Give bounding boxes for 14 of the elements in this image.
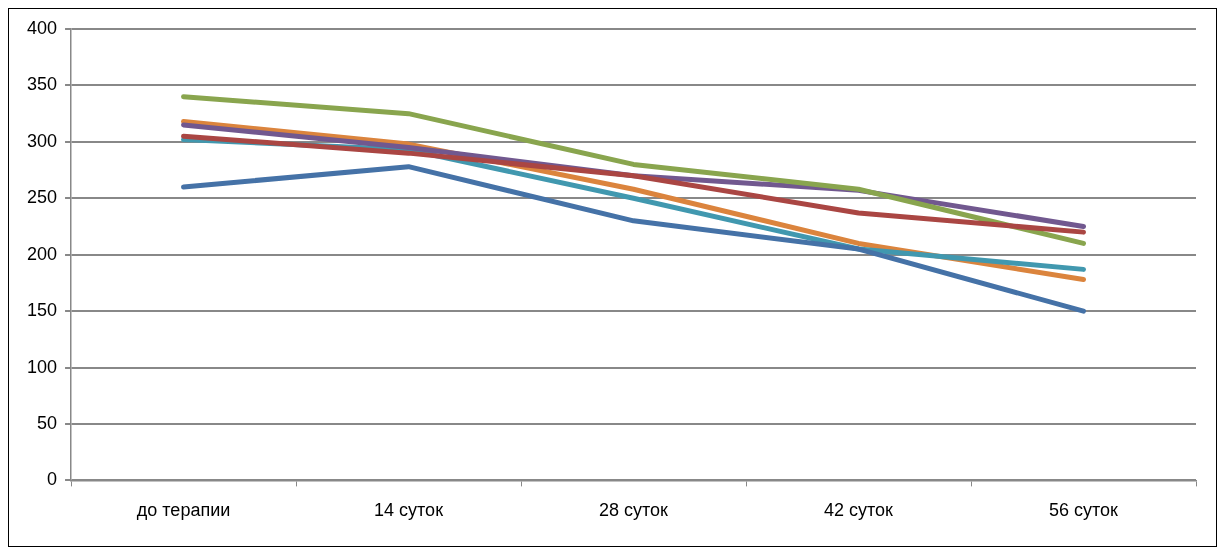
y-tick-label: 250 bbox=[26, 187, 58, 208]
x-tick-label: 14 суток bbox=[374, 500, 444, 521]
x-tick-label: до терапии bbox=[136, 500, 231, 521]
y-tick-label: 50 bbox=[37, 412, 58, 433]
y-tick-label: 0 bbox=[47, 469, 58, 490]
y-tick-label: 300 bbox=[26, 130, 58, 151]
y-tick-label: 100 bbox=[26, 356, 58, 377]
x-tick-label: 42 суток bbox=[824, 500, 894, 521]
x-tick-label: 56 суток bbox=[1049, 500, 1119, 521]
y-tick-label: 200 bbox=[26, 243, 58, 264]
y-tick-label: 350 bbox=[26, 74, 58, 95]
y-tick-label: 400 bbox=[26, 17, 58, 38]
x-tick-label: 28 суток bbox=[599, 500, 669, 521]
y-tick-label: 150 bbox=[26, 300, 58, 321]
